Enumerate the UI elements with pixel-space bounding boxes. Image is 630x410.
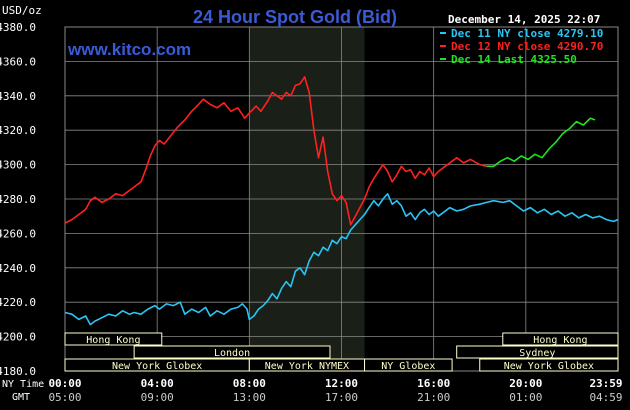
session-label: London xyxy=(214,348,250,359)
site-watermark: www.kitco.com xyxy=(67,40,191,59)
gmt-label: GMT xyxy=(12,392,30,403)
session-label: New York NYMEX xyxy=(265,361,349,372)
session-bar xyxy=(133,345,331,359)
session-bar xyxy=(64,332,163,346)
x-tick-label-ny: 23:59 xyxy=(589,377,622,390)
y-tick-label: 4180.0 xyxy=(0,365,36,378)
session-label: New York Globex xyxy=(504,361,594,372)
x-tick-label-gmt: 21:00 xyxy=(417,391,450,404)
y-tick-label: 4340.0 xyxy=(0,90,36,103)
legend-entry: Dec 11 NY close 4279.10 xyxy=(451,27,603,40)
x-tick-label-gmt: 13:00 xyxy=(233,391,266,404)
y-tick-label: 4360.0 xyxy=(0,55,36,68)
y-axis-tick-labels: 4180.0 4200.0 4220.0 4240.0 4260.0 4280.0 4300… xyxy=(0,21,36,378)
trading-session-bars: Hong Kong Hong Kong London Sydney New York G… xyxy=(64,332,619,372)
series-line xyxy=(486,117,596,168)
session-label: Hong Kong xyxy=(533,335,587,346)
session-label: Sydney xyxy=(519,348,555,359)
timestamp: December 14, 2025 22:07 xyxy=(448,13,600,26)
chart-title: 24 Hour Spot Gold (Bid) xyxy=(193,7,397,27)
session-bar xyxy=(364,358,453,372)
x-tick-label-ny: 00:00 xyxy=(48,377,81,390)
x-tick-label-ny: 12:00 xyxy=(325,377,358,390)
x-tick-label-gmt: 05:00 xyxy=(48,391,81,404)
y-axis-unit-label: USD/oz xyxy=(2,4,42,17)
x-tick-label-ny: 16:00 xyxy=(417,377,450,390)
series-line xyxy=(64,193,619,326)
x-tick-label-gmt: 04:59 xyxy=(589,391,622,404)
grid-lines xyxy=(64,26,619,372)
x-tick-label-ny: 20:00 xyxy=(509,377,542,390)
price-series xyxy=(64,76,619,326)
y-tick-label: 4320.0 xyxy=(0,124,36,137)
session-bar xyxy=(502,332,619,346)
session-label: Hong Kong xyxy=(86,335,140,346)
series-line xyxy=(64,76,487,226)
y-tick-label: 4280.0 xyxy=(0,193,36,206)
ny-time-label: NY Time xyxy=(2,379,44,390)
x-tick-label-ny: 04:00 xyxy=(141,377,174,390)
x-tick-label-ny: 08:00 xyxy=(233,377,266,390)
y-tick-label: 4200.0 xyxy=(0,331,36,344)
session-label: NY Globex xyxy=(381,361,435,372)
x-tick-label-gmt: 17:00 xyxy=(325,391,358,404)
x-tick-label-gmt: 09:00 xyxy=(141,391,174,404)
y-tick-label: 4240.0 xyxy=(0,262,36,275)
legend-entry: Dec 12 NY close 4290.70 xyxy=(451,40,603,53)
y-tick-label: 4220.0 xyxy=(0,296,36,309)
session-label: New York Globex xyxy=(112,361,202,372)
y-tick-label: 4260.0 xyxy=(0,227,36,240)
y-tick-label: 4300.0 xyxy=(0,159,36,172)
session-bar xyxy=(456,345,619,359)
legend-entry: Dec 14 Last 4325.50 xyxy=(451,53,577,66)
x-tick-label-gmt: 01:00 xyxy=(509,391,542,404)
y-tick-label: 4380.0 xyxy=(0,21,36,34)
session-bar xyxy=(479,358,619,372)
